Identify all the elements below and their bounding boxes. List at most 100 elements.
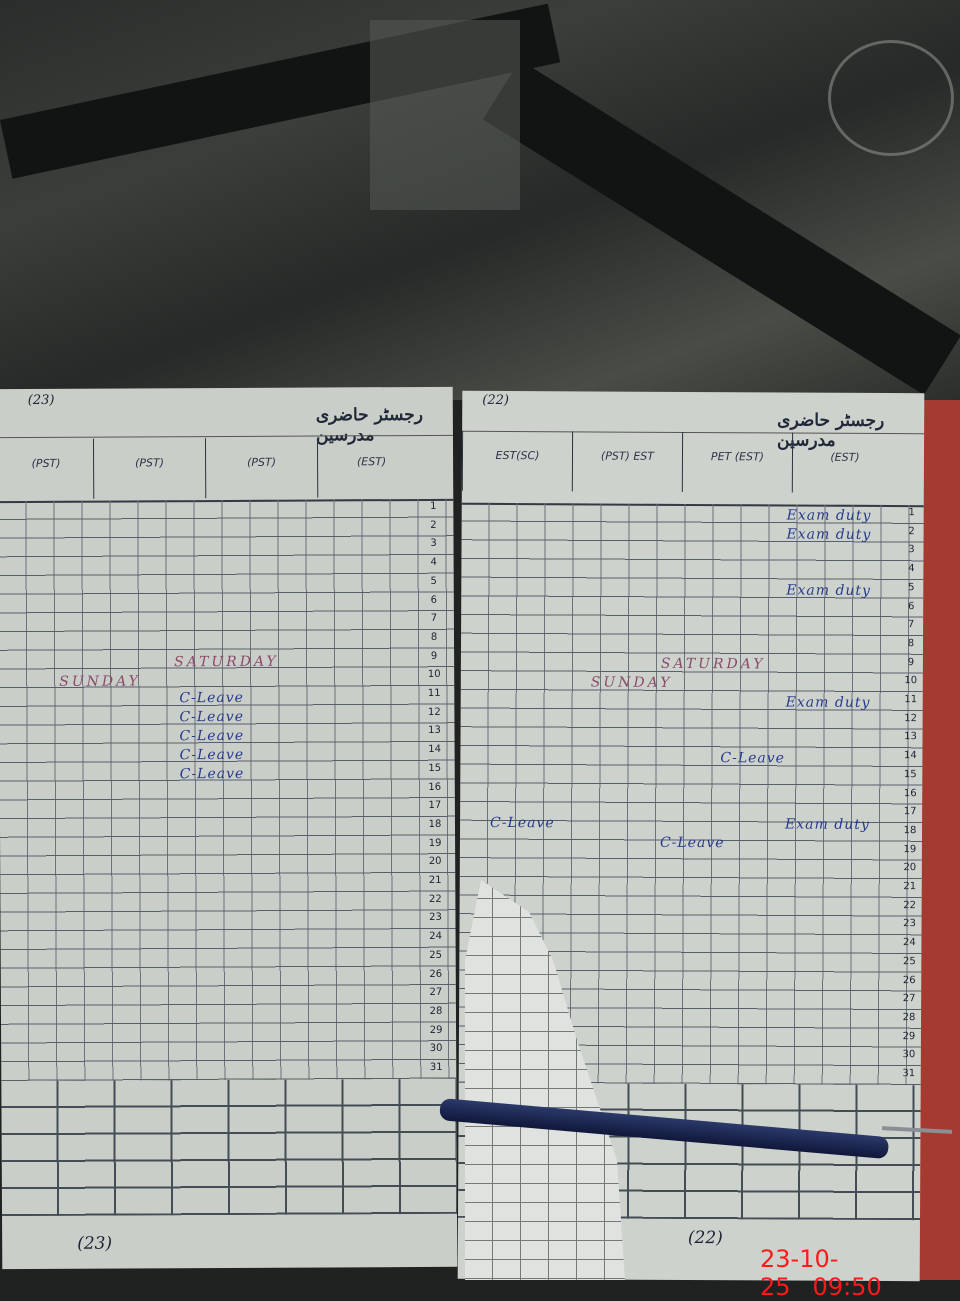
- glass-cup: [828, 40, 954, 156]
- row-number: 18: [428, 818, 442, 830]
- row-number: 21: [903, 881, 917, 893]
- exam-duty-note: Exam duty: [785, 816, 870, 833]
- exam-duty-note: Exam duty: [786, 526, 872, 543]
- row-number: 24: [429, 930, 442, 943]
- row-number: 25: [429, 949, 443, 961]
- page-number-top: (23): [27, 392, 55, 409]
- column-header: (EST): [791, 432, 898, 494]
- glass-table-background: [0, 0, 960, 400]
- row-number: 19: [428, 837, 442, 849]
- row-number: 15: [903, 768, 917, 780]
- column-header: (EST): [316, 436, 426, 498]
- exam-duty-note: Exam duty: [785, 694, 871, 711]
- summary-grid: [1, 1078, 458, 1217]
- row-number: 8: [907, 638, 915, 650]
- timestamp-time: 09:50: [812, 1273, 882, 1301]
- row-number: 23: [903, 918, 916, 930]
- leave-note: C-Leave: [659, 834, 725, 852]
- row-number: 18: [903, 825, 917, 837]
- row-number: 25: [902, 955, 916, 967]
- row-number: 22: [428, 893, 442, 905]
- attendance-grid: [0, 498, 457, 1082]
- leave-note: C-Leave: [720, 750, 786, 767]
- row-number: 14: [428, 743, 441, 756]
- row-number: 6: [907, 600, 915, 612]
- leave-note: C-Leave: [179, 708, 245, 726]
- column-header: (PST) EST: [571, 431, 683, 492]
- row-number: 4: [430, 556, 437, 569]
- row-number: 17: [903, 806, 917, 818]
- row-number: 20: [903, 862, 917, 874]
- exam-duty-note: Exam duty: [786, 507, 872, 524]
- page-number-bottom: (22): [687, 1227, 723, 1249]
- row-number: 31: [902, 1068, 916, 1080]
- saturday-note: SATURDAY: [174, 653, 279, 671]
- row-number: 29: [429, 1024, 443, 1036]
- column-header: EST(SC): [461, 430, 573, 492]
- left-register-page: رجسٹر حاضری مدرسین (23) (PST) (PST) (PST…: [0, 386, 458, 1270]
- leave-note: C-Leave: [179, 727, 245, 745]
- row-number: 13: [428, 725, 441, 737]
- row-number: 10: [904, 675, 918, 687]
- column-header: (PST): [92, 438, 206, 499]
- row-number: 26: [902, 974, 916, 986]
- row-number: 27: [902, 993, 916, 1005]
- row-number: 2: [908, 525, 915, 537]
- row-number: 12: [427, 706, 441, 718]
- row-number: 23: [429, 912, 442, 924]
- row-number: 29: [902, 1030, 916, 1042]
- row-number: 21: [428, 874, 442, 886]
- row-number: 3: [430, 538, 437, 550]
- column-header: (PST): [204, 437, 318, 499]
- row-number: 1: [430, 500, 437, 512]
- row-number: 12: [904, 712, 918, 724]
- saturday-note: SATURDAY: [660, 655, 766, 673]
- row-number: 16: [428, 781, 442, 793]
- row-number: 14: [904, 750, 917, 762]
- page-header: رجسٹر حاضری مدرسین (22) EST(SC) (PST) ES…: [461, 390, 925, 508]
- row-number: 31: [429, 1061, 443, 1073]
- exam-duty-note: Exam duty: [786, 582, 872, 599]
- row-number: 27: [429, 987, 443, 999]
- row-number: 22: [903, 899, 917, 911]
- row-number: 5: [908, 581, 915, 593]
- row-number: 17: [428, 800, 442, 812]
- column-header: (PST): [0, 438, 94, 500]
- row-number: 26: [429, 968, 443, 980]
- row-number: 24: [903, 937, 916, 949]
- row-number: 15: [428, 762, 442, 774]
- row-number: 11: [904, 694, 918, 706]
- photo-timestamp: 23-10-25 09:50: [760, 1245, 960, 1301]
- sunday-note: SUNDAY: [590, 674, 673, 691]
- page-number-bottom: (23): [77, 1233, 113, 1254]
- row-number: 20: [428, 856, 442, 868]
- row-number: 30: [902, 1049, 916, 1061]
- row-number: 28: [902, 1012, 916, 1024]
- row-number: 7: [430, 613, 438, 625]
- leave-note: C-Leave: [490, 814, 555, 832]
- row-number: 30: [429, 1043, 443, 1055]
- row-number: 9: [907, 656, 915, 668]
- row-number: 11: [427, 687, 441, 699]
- leave-note: C-Leave: [179, 689, 244, 707]
- page-number-top: (22): [482, 392, 510, 409]
- row-number: 9: [430, 650, 438, 662]
- row-number: 6: [430, 594, 438, 606]
- row-number: 13: [904, 731, 917, 743]
- row-number: 10: [427, 669, 441, 681]
- leave-note: C-Leave: [179, 765, 245, 783]
- glass-reflection: [370, 20, 520, 210]
- row-number: 3: [908, 544, 915, 556]
- sunday-note: SUNDAY: [59, 673, 141, 690]
- page-header: رجسٹر حاضری مدرسین (23) (PST) (PST) (PST…: [0, 386, 454, 504]
- row-number: 4: [908, 563, 915, 575]
- leave-note: C-Leave: [179, 746, 245, 764]
- row-number: 7: [907, 619, 915, 631]
- row-number: 5: [430, 575, 437, 587]
- row-number: 19: [903, 843, 917, 855]
- row-number: 28: [429, 1005, 443, 1017]
- row-number: 8: [430, 631, 438, 643]
- row-number: 16: [903, 787, 917, 799]
- row-number: 1: [908, 507, 915, 519]
- column-header: PET (EST): [681, 431, 793, 493]
